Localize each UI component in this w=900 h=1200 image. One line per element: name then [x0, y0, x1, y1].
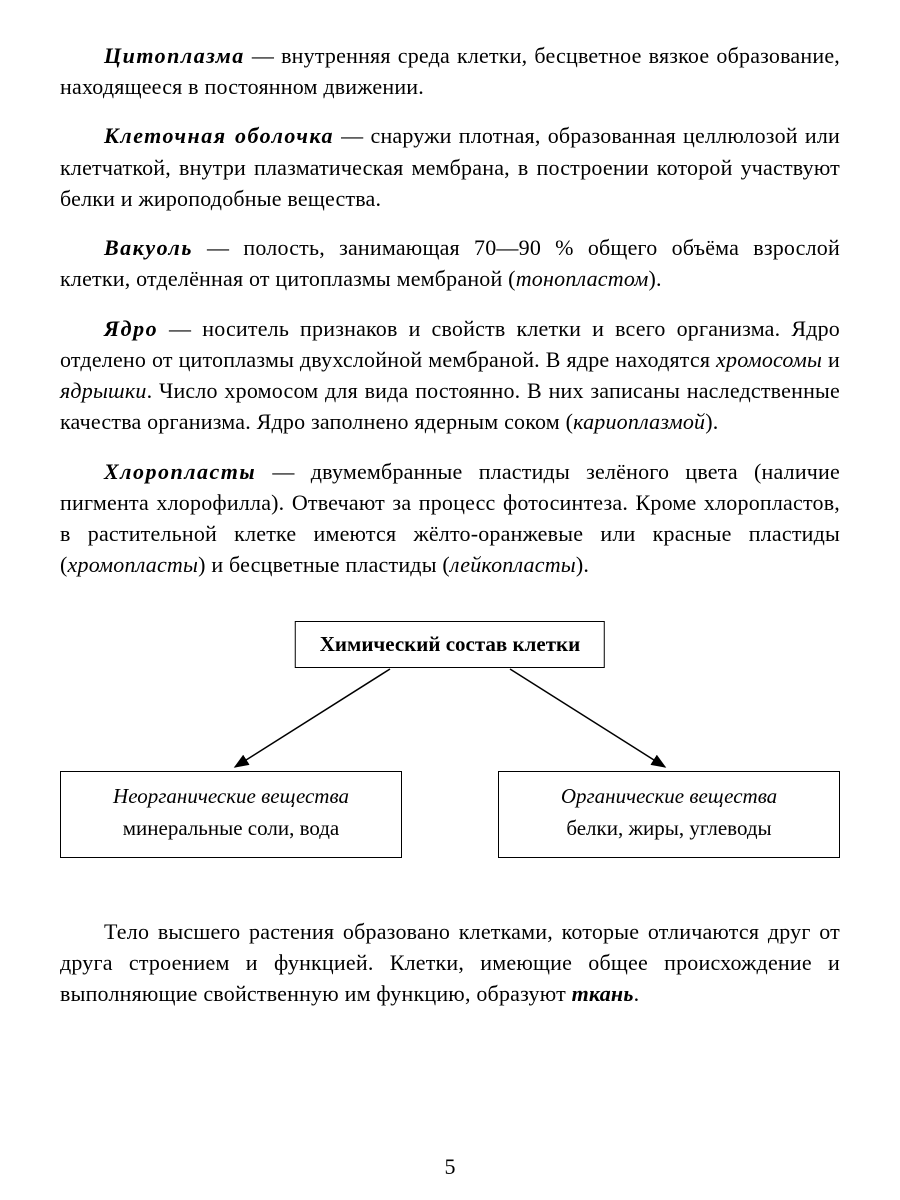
- term-cell-membrane: Клеточная оболочка: [104, 123, 334, 148]
- term-vacuole: Вакуоль: [104, 235, 193, 260]
- term-cytoplasm: Цитоплазма: [104, 43, 245, 68]
- paragraph-cell-membrane: Клеточная оболочка — снаружи плотная, об…: [60, 120, 840, 214]
- page: Цитоплазма — внутренняя среда клетки, бе…: [0, 0, 900, 1200]
- text: .: [634, 981, 640, 1006]
- italic-nucleoli: ядрышки: [60, 378, 147, 403]
- diagram-left-sub: минеральные соли, вода: [81, 812, 381, 845]
- bolditalic-tissue: ткань: [572, 981, 634, 1006]
- term-chloroplasts: Хлоропласты: [104, 459, 256, 484]
- text: ).: [648, 266, 661, 291]
- text: ) и бесцветные пластиды (: [198, 552, 450, 577]
- italic-chromosomes: хромосомы: [716, 347, 822, 372]
- diagram-right-node: Органические вещества белки, жиры, углев…: [498, 771, 840, 858]
- diagram-root-node: Химический состав клетки: [295, 621, 605, 668]
- diagram-left-node: Неорганические вещества минеральные соли…: [60, 771, 402, 858]
- text: ).: [576, 552, 589, 577]
- term-nucleus: Ядро: [104, 316, 158, 341]
- italic-karyoplasm: кариоплазмой: [573, 409, 705, 434]
- diagram-right-sub: белки, жиры, углеводы: [519, 812, 819, 845]
- paragraph-nucleus: Ядро — носитель признаков и свойств клет…: [60, 313, 840, 438]
- text: ).: [705, 409, 718, 434]
- page-number: 5: [0, 1154, 900, 1180]
- paragraph-cytoplasm: Цитоплазма — внутренняя среда клетки, бе…: [60, 40, 840, 102]
- italic-tonoplast: тонопластом: [516, 266, 649, 291]
- diagram-left-title: Неорганические вещества: [81, 780, 381, 813]
- italic-leucoplasts: лейкопласты: [450, 552, 576, 577]
- text: и: [822, 347, 840, 372]
- paragraph-tissue: Тело высшего растения образовано клеткам…: [60, 916, 840, 1010]
- diagram-cell-composition: Химический состав клетки Неорганические …: [60, 621, 840, 866]
- italic-chromoplasts: хромопласты: [68, 552, 199, 577]
- text: . Число хромосом для вида постоянно. В н…: [60, 378, 840, 434]
- text: Тело высшего растения образовано клеткам…: [60, 919, 840, 1006]
- diagram-right-title: Органические вещества: [519, 780, 819, 813]
- paragraph-chloroplasts: Хлоропласты — двумембранные пластиды зел…: [60, 456, 840, 581]
- paragraph-vacuole: Вакуоль — полость, занимающая 70—90 % об…: [60, 232, 840, 294]
